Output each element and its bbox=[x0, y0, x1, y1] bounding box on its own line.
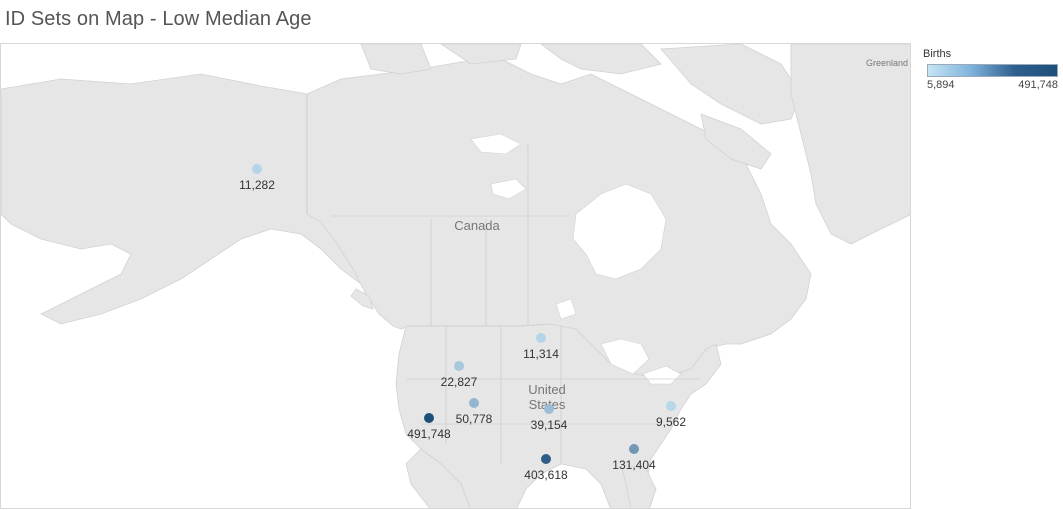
point-marker[interactable] bbox=[424, 413, 434, 423]
country-label-united-states: UnitedStates bbox=[528, 382, 566, 412]
point-marker[interactable] bbox=[469, 398, 479, 408]
point-value-label: 11,314 bbox=[523, 347, 559, 361]
point-value-label: 11,282 bbox=[239, 178, 275, 192]
boundaries bbox=[306, 94, 701, 464]
map-view[interactable]: Canada UnitedStates Greenland 11,282 11,314… bbox=[0, 43, 911, 509]
map-point-idaho[interactable]: 22,827 bbox=[441, 361, 478, 389]
legend-range: 5,894 491,748 bbox=[927, 79, 1058, 91]
map-point-north-dakota[interactable]: 11,314 bbox=[523, 333, 559, 361]
point-marker[interactable] bbox=[629, 444, 639, 454]
point-marker[interactable] bbox=[454, 361, 464, 371]
page-title: ID Sets on Map - Low Median Age bbox=[5, 8, 312, 30]
point-value-label: 22,827 bbox=[441, 375, 478, 389]
point-value-label: 491,748 bbox=[407, 427, 451, 441]
map-point-south-carolina[interactable]: 9,562 bbox=[656, 401, 686, 429]
point-value-label: 50,778 bbox=[456, 412, 493, 426]
legend-title: Births bbox=[923, 48, 952, 60]
point-value-label: 39,154 bbox=[531, 418, 568, 432]
map-point-georgia[interactable]: 131,404 bbox=[612, 444, 656, 472]
point-marker[interactable] bbox=[536, 333, 546, 343]
map-point-texas[interactable]: 403,618 bbox=[524, 454, 568, 482]
legend-max-label: 491,748 bbox=[1018, 79, 1058, 91]
country-label-canada: Canada bbox=[454, 218, 500, 233]
water-bodies bbox=[470, 133, 682, 385]
map-point-alaska[interactable]: 11,282 bbox=[239, 164, 275, 192]
point-marker[interactable] bbox=[544, 404, 554, 414]
data-points[interactable]: 11,282 11,314 22,827 50,778 491,748 39,154 9,5… bbox=[239, 164, 686, 482]
point-marker[interactable] bbox=[666, 401, 676, 411]
map-point-utah[interactable]: 50,778 bbox=[456, 398, 493, 426]
point-marker[interactable] bbox=[541, 454, 551, 464]
point-marker[interactable] bbox=[252, 164, 262, 174]
legend-min-label: 5,894 bbox=[927, 79, 955, 91]
point-value-label: 131,404 bbox=[612, 458, 656, 472]
map-point-oklahoma[interactable]: 39,154 bbox=[531, 404, 568, 432]
legend-gradient-bar bbox=[927, 64, 1058, 77]
point-value-label: 9,562 bbox=[656, 415, 686, 429]
color-legend: Births 5,894 491,748 bbox=[921, 48, 1061, 91]
map-canvas[interactable]: Canada UnitedStates Greenland 11,282 11,314… bbox=[1, 44, 911, 509]
country-labels: Canada UnitedStates Greenland bbox=[454, 58, 908, 412]
country-label-greenland: Greenland bbox=[866, 58, 908, 68]
landmass bbox=[1, 44, 910, 508]
map-point-california[interactable]: 491,748 bbox=[407, 413, 451, 441]
point-value-label: 403,618 bbox=[524, 468, 568, 482]
